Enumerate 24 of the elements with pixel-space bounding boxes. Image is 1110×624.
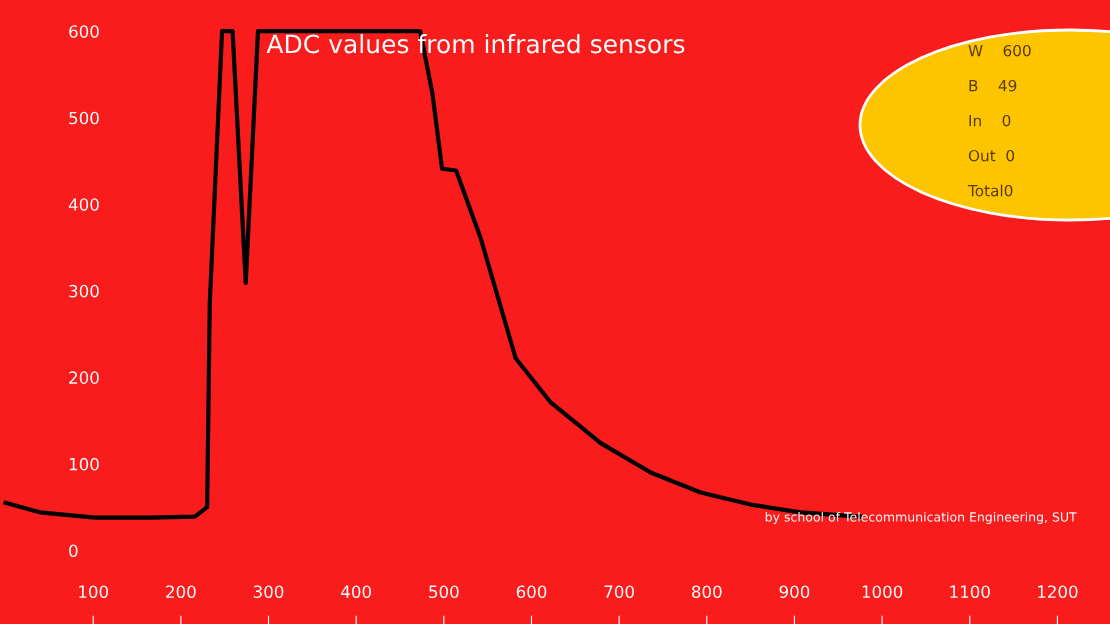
annotation: W 600 [968, 44, 1031, 57]
y-tick-label: 100 [69, 457, 99, 471]
x-tick-label: 800 [692, 585, 722, 599]
annotation: Out 0 [968, 149, 1015, 162]
x-tick-label: 900 [779, 585, 810, 599]
x-tick-label: 400 [341, 585, 371, 599]
x-tick-label: 600 [516, 585, 547, 599]
x-tick-label: 300 [253, 585, 284, 599]
annotation: Total0 [967, 184, 1013, 197]
y-tick-label: 200 [69, 371, 99, 384]
y-tick-label: 600 [69, 25, 99, 38]
y-tick-label: 500 [69, 111, 99, 125]
y-tick-label: 0 [69, 544, 78, 558]
x-tick-label: 1200 [1038, 585, 1078, 599]
y-tick-label: 400 [68, 198, 99, 211]
x-tick-label: 1000 [862, 585, 903, 599]
annotation: In 0 [969, 114, 1011, 127]
x-tick-label: 1100 [950, 585, 990, 599]
x-tick-label: 500 [429, 585, 459, 599]
annotation: B 49 [969, 79, 1017, 92]
x-tick-label: 700 [604, 585, 634, 599]
x-tick-label: 200 [166, 585, 196, 599]
x-tick-label: 100 [79, 585, 108, 599]
y-tick-label: 300 [69, 284, 99, 298]
